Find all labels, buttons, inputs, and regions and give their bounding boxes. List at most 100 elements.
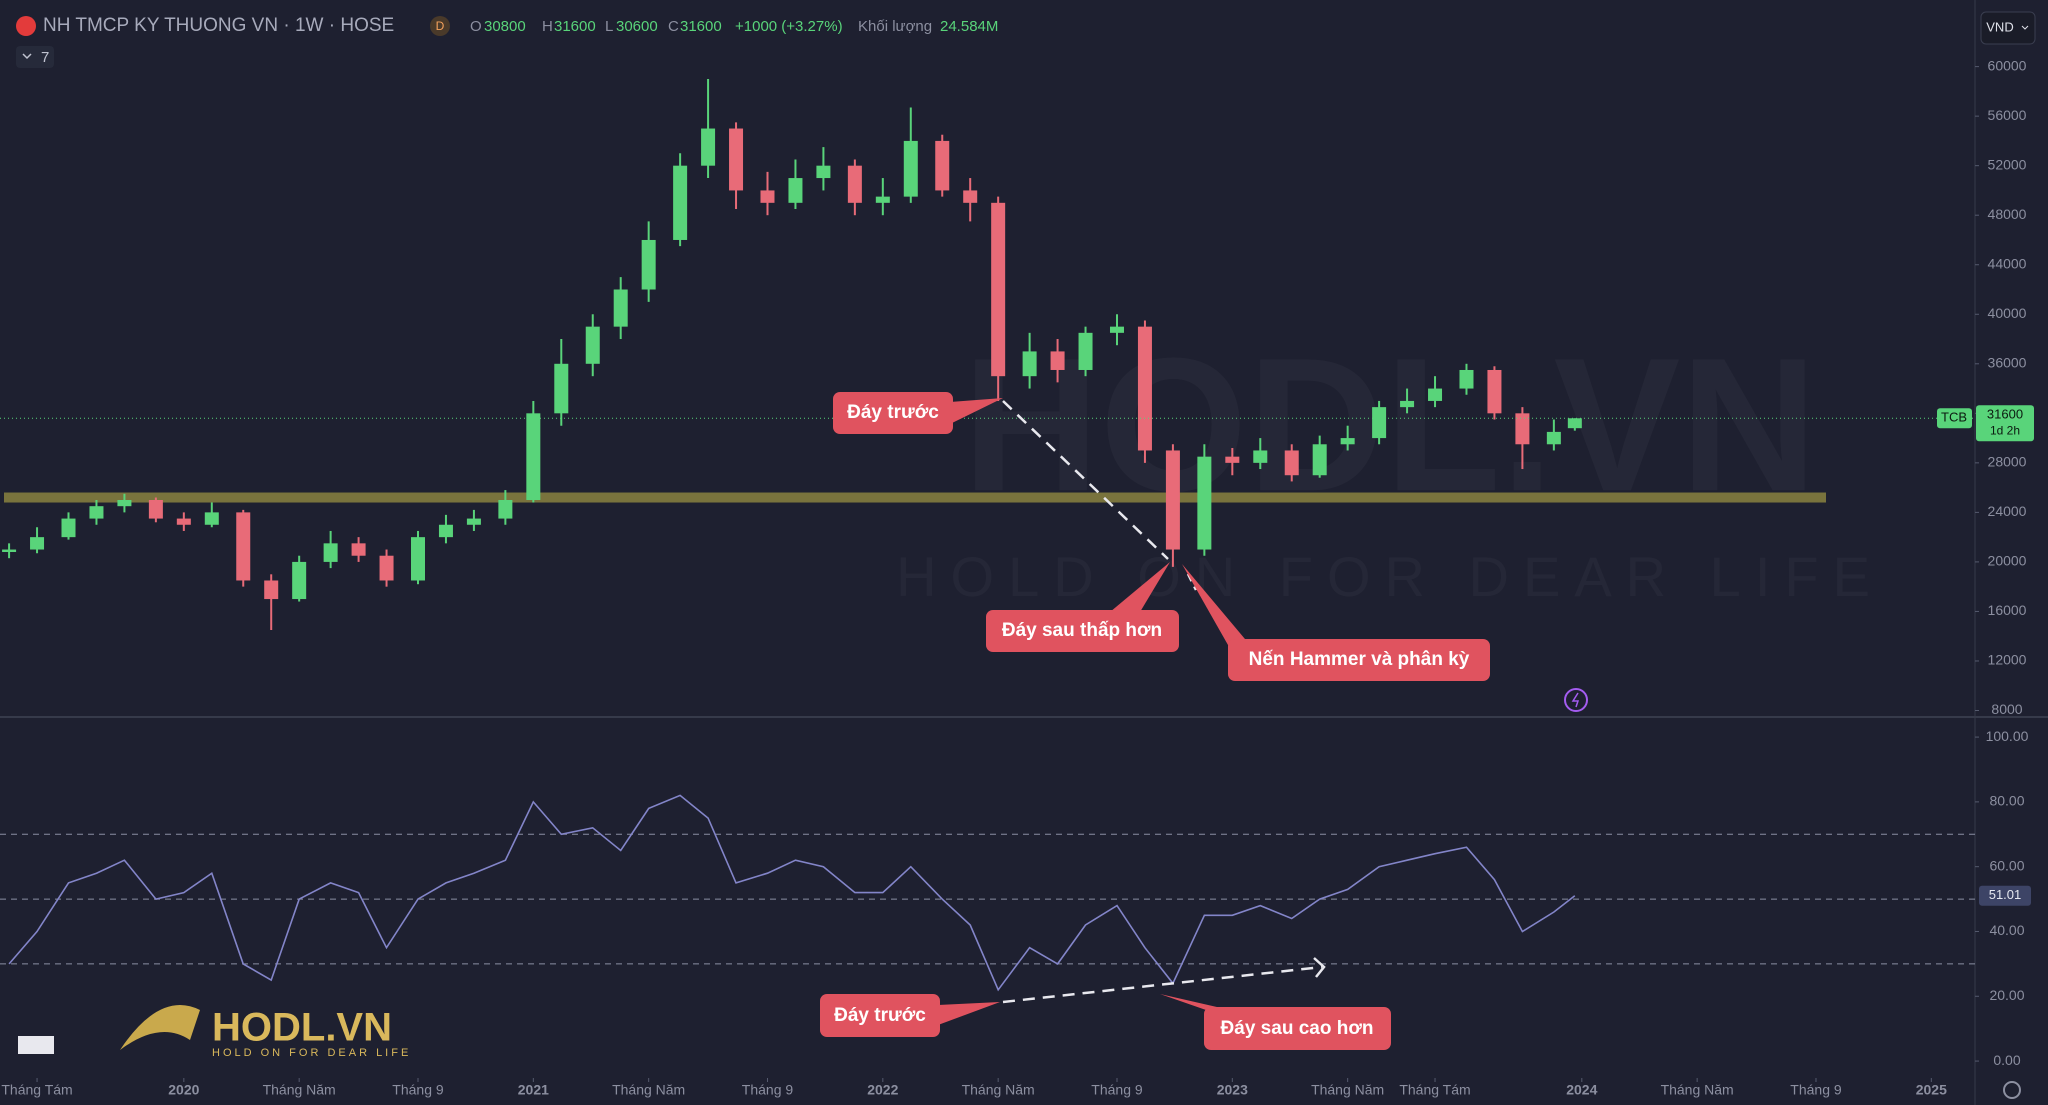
candle-body	[1340, 438, 1355, 445]
candle-body	[1428, 388, 1443, 401]
candle-body	[729, 128, 744, 191]
candle-body	[264, 580, 279, 600]
candle-body	[1546, 431, 1561, 445]
rsi-line	[8, 794, 1576, 992]
candle-body	[935, 140, 950, 191]
x-tick-label: Tháng 9	[392, 1082, 444, 1098]
candle-body	[526, 413, 541, 500]
x-tick-label: 2023	[1217, 1082, 1248, 1098]
candle-body	[1197, 456, 1212, 550]
settings-icon[interactable]	[2003, 1081, 2021, 1099]
callout-text: Đáy trước	[834, 1005, 926, 1026]
arrow-head	[1313, 957, 1326, 978]
callout-pointer	[938, 1002, 1000, 1025]
candle-body	[410, 537, 425, 581]
candle-body	[438, 524, 453, 538]
y-tick-label: 20000	[1988, 553, 2027, 569]
countdown: 1d 2h	[1990, 423, 2020, 437]
candle-body	[613, 289, 628, 327]
y-tick-label: 36000	[1988, 354, 2027, 370]
alert-icon[interactable]	[1564, 688, 1588, 712]
candle-body	[89, 506, 104, 519]
badge: D	[436, 19, 445, 33]
candle-body	[991, 202, 1006, 377]
callout-text: Đáy sau cao hơn	[1221, 1018, 1374, 1039]
x-tick-label: Tháng 9	[742, 1082, 794, 1098]
candle-body	[292, 561, 307, 600]
candle-body	[498, 499, 513, 519]
x-tick-label: Tháng Tám	[1399, 1082, 1470, 1098]
candle-body	[816, 165, 831, 179]
candle-body	[176, 518, 191, 525]
callout-pointer	[1110, 562, 1170, 612]
y-tick-label: 48000	[1988, 206, 2027, 222]
y-tick-label: 44000	[1988, 255, 2027, 271]
candle-body	[585, 326, 600, 364]
candle-body	[1487, 369, 1502, 414]
y-tick-label: 100.00	[1986, 728, 2029, 744]
volume-label: Khối lượng	[858, 18, 932, 35]
tv-logo	[18, 1036, 54, 1054]
y-tick-label: 80.00	[1989, 793, 2024, 809]
candle-body	[1400, 400, 1415, 408]
indicators-toggle[interactable]	[16, 46, 54, 68]
y-tick-label: 40000	[1988, 305, 2027, 321]
y-tick-label: 40.00	[1989, 922, 2024, 938]
callout-pointer	[1182, 564, 1250, 645]
currency-select[interactable]	[1980, 11, 2036, 45]
logo-title: HODL.VN	[212, 1006, 392, 1050]
price-tag-value: 31600	[1987, 407, 2023, 422]
y-tick-label: 8000	[1991, 701, 2022, 717]
candle-body	[1022, 351, 1037, 377]
x-tick-label: Tháng Năm	[612, 1082, 685, 1098]
callout-pointer	[950, 398, 1003, 424]
y-tick-label: 56000	[1988, 107, 2027, 123]
y-tick-label: 52000	[1988, 156, 2027, 172]
y-tick-label: 16000	[1988, 602, 2027, 618]
x-tick-label: 2020	[168, 1082, 199, 1098]
x-tick-label: Tháng Năm	[263, 1082, 336, 1098]
callout-text: Đáy sau thấp hơn	[1002, 620, 1162, 641]
callout	[820, 994, 940, 1037]
candle-body	[641, 239, 656, 290]
ohlc-label: H	[542, 18, 553, 35]
callout	[986, 610, 1179, 652]
divergence-line	[1002, 400, 1169, 560]
candle-body	[673, 165, 688, 240]
candle-body	[1253, 450, 1268, 463]
x-tick-label: Tháng Năm	[962, 1082, 1035, 1098]
x-tick-label: 2021	[518, 1082, 549, 1098]
x-tick-label: 2025	[1916, 1082, 1947, 1098]
candle-body	[1459, 369, 1474, 389]
symbol-icon	[16, 16, 36, 36]
y-tick-label: 20.00	[1989, 987, 2024, 1003]
plot: 8000120001600020000240002800032000360004…	[0, 57, 2034, 1098]
y-tick-label: 60.00	[1989, 857, 2024, 873]
candle-body	[117, 499, 132, 507]
chevron	[22, 53, 32, 60]
candle-body	[1567, 418, 1582, 429]
candle-body	[701, 128, 716, 166]
candle-body	[1078, 332, 1093, 370]
candle-body	[351, 543, 366, 556]
y-tick-label: 0.00	[1993, 1052, 2020, 1068]
candle-body	[1225, 456, 1240, 463]
x-tick-label: Tháng Năm	[1661, 1082, 1734, 1098]
volume: 24.584M	[940, 18, 998, 35]
callout	[833, 392, 953, 434]
candle-body	[61, 518, 76, 538]
x-tick-label: Tháng 9	[1790, 1082, 1842, 1098]
x-tick-label: Tháng Năm	[1311, 1082, 1384, 1098]
candle-body	[1165, 450, 1180, 550]
ohlc-label: O	[470, 18, 482, 35]
candle-body	[847, 165, 862, 203]
candle-body	[1312, 444, 1327, 476]
candle-body	[1515, 413, 1530, 445]
chevron	[2021, 25, 2029, 30]
candle-body	[30, 537, 45, 550]
candle-body	[760, 190, 775, 203]
ohlc-value: 30800	[484, 18, 526, 35]
